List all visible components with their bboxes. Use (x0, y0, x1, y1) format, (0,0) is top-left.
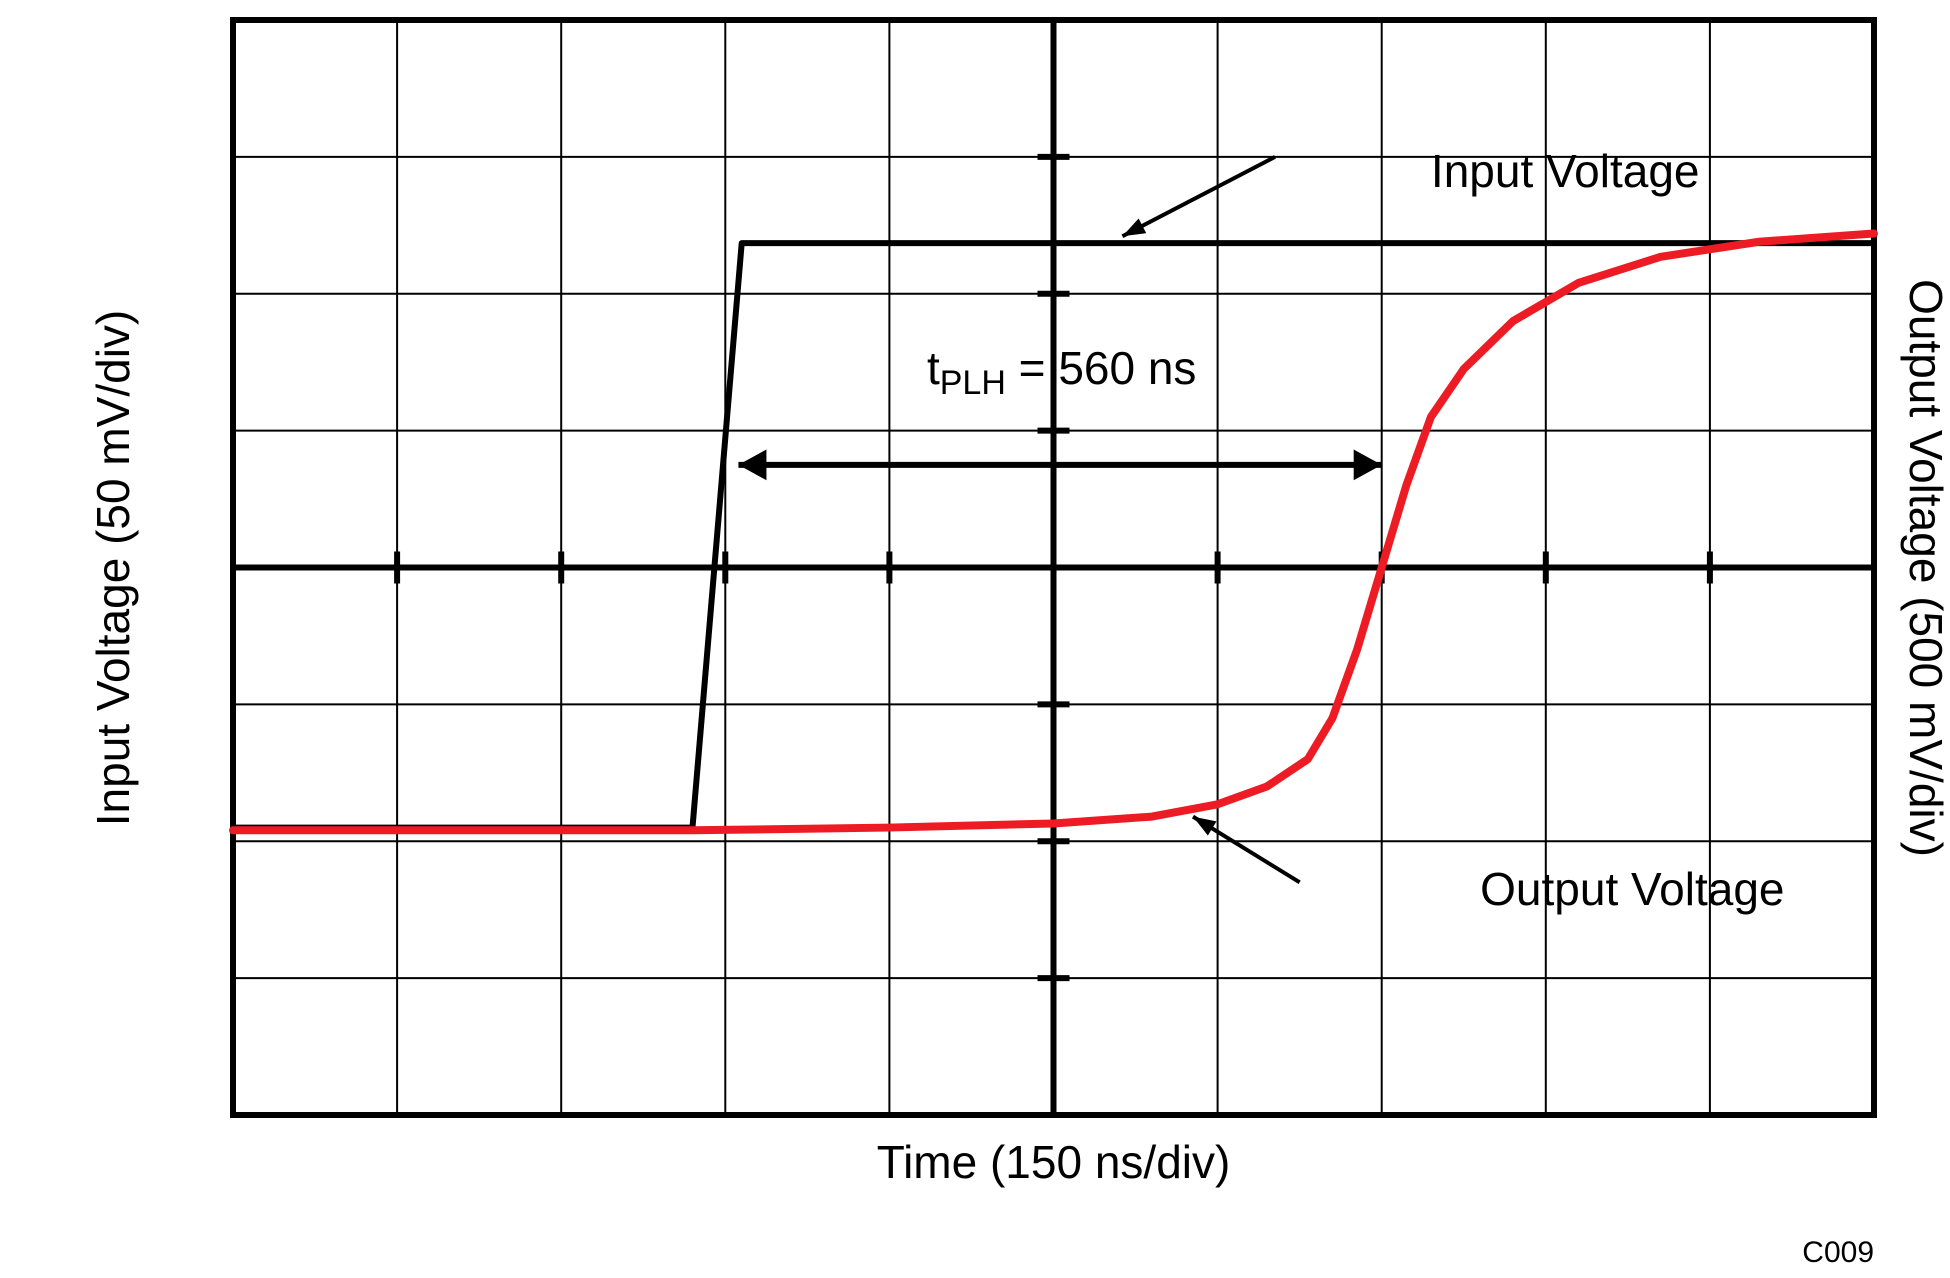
input-voltage-annotation-text: Input Voltage (1431, 144, 1700, 198)
tplh-annotation-text: tPLH = 560 ns (927, 341, 1196, 403)
figure-id-label: C009 (1802, 1236, 1874, 1270)
x-axis-label: Time (150 ns/div) (877, 1135, 1231, 1189)
y-axis-left-label: Input Voltage (50 mV/div) (86, 309, 140, 826)
y-axis-right-label: Output Voltage (500 mV/div) (1899, 279, 1950, 857)
output-voltage-annotation-text: Output Voltage (1480, 862, 1784, 916)
figure-canvas: Input Voltage (50 mV/div) Output Voltage… (0, 0, 1950, 1278)
